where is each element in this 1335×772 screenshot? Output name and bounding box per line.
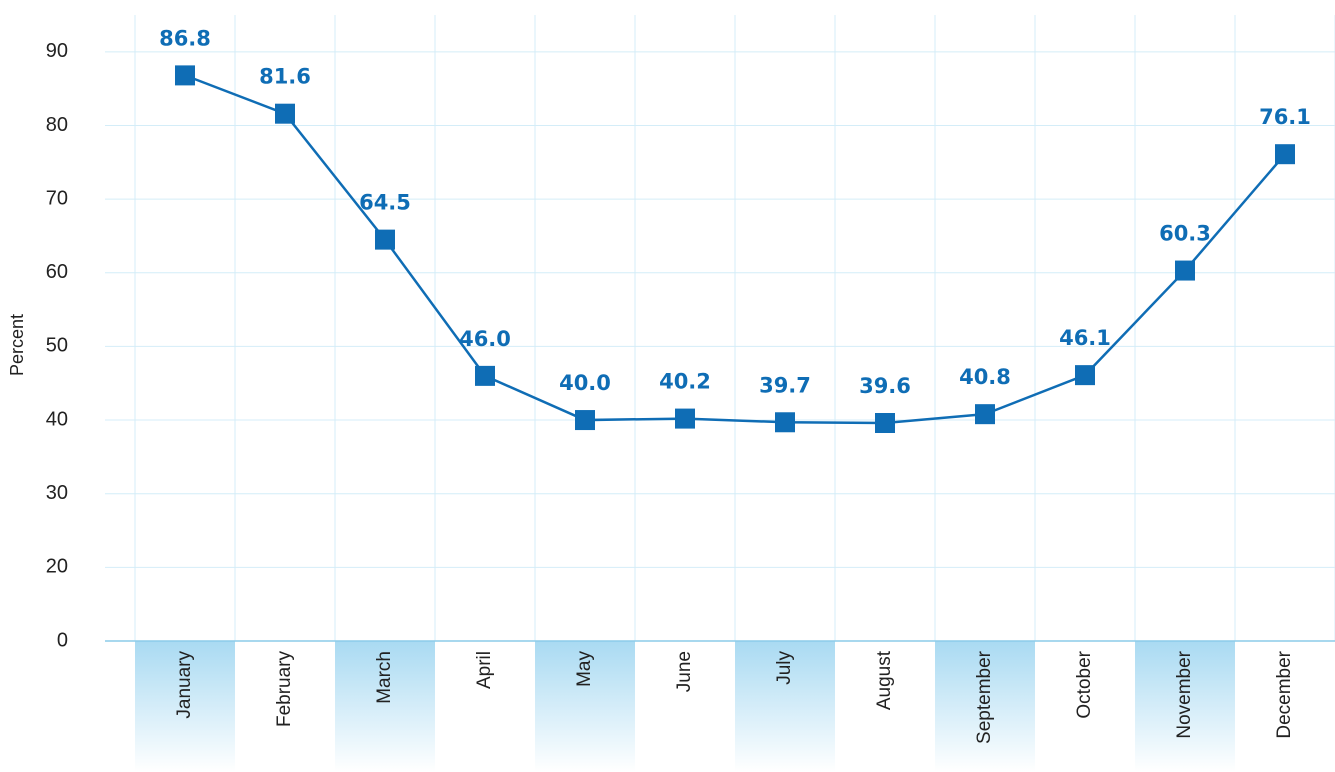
y-tick-label: 30	[46, 482, 68, 504]
data-label: 39.7	[759, 373, 811, 397]
data-label: 46.0	[459, 327, 511, 351]
data-label: 86.8	[159, 26, 211, 50]
marker	[875, 413, 895, 434]
marker	[775, 412, 795, 433]
data-label: 76.1	[1259, 105, 1311, 129]
category-band	[735, 641, 835, 772]
marker	[575, 410, 595, 431]
y-tick-label: 20	[46, 556, 68, 578]
x-tick-label: January	[174, 651, 195, 719]
marker	[675, 408, 695, 429]
y-tick-label: 90	[46, 40, 68, 62]
y-tick-label: 50	[46, 335, 68, 357]
marker	[275, 103, 295, 124]
marker	[975, 404, 995, 425]
x-tick-label: May	[574, 651, 595, 687]
data-label: 46.1	[1059, 326, 1111, 350]
category-band	[935, 641, 1035, 772]
category-band	[335, 641, 435, 772]
data-label: 60.3	[1159, 222, 1211, 246]
data-label: 40.8	[959, 365, 1011, 389]
category-band	[1135, 641, 1235, 772]
y-tick-label: 60	[46, 261, 68, 283]
y-tick-label: 80	[46, 114, 68, 136]
x-tick-label: October	[1074, 650, 1095, 718]
series-line	[184, 74, 1286, 425]
marker	[175, 65, 195, 86]
x-tick-label: February	[274, 651, 295, 728]
x-tick-label: December	[1274, 650, 1295, 738]
category-band	[535, 641, 635, 772]
data-label: 40.0	[559, 371, 611, 395]
x-tick-label: March	[374, 651, 395, 704]
data-label: 39.6	[859, 374, 911, 398]
y-tick-label: 40	[46, 408, 68, 430]
marker	[475, 365, 495, 386]
data-label: 64.5	[359, 191, 411, 215]
x-tick-label: April	[474, 651, 495, 689]
category-band	[135, 641, 235, 772]
y-tick-label: 0	[57, 629, 68, 651]
marker	[375, 229, 395, 250]
marker	[1075, 365, 1095, 386]
x-tick-label: June	[674, 651, 695, 692]
y-axis-title: Percent	[7, 314, 27, 376]
data-label: 81.6	[259, 65, 311, 89]
marker	[1175, 260, 1195, 281]
x-tick-label: July	[774, 651, 795, 685]
x-tick-label: November	[1174, 650, 1195, 738]
x-tick-label: August	[874, 650, 895, 710]
x-tick-label: September	[974, 650, 995, 744]
y-tick-label: 70	[46, 187, 68, 209]
marker	[1275, 144, 1295, 165]
data-label: 40.2	[659, 370, 711, 394]
